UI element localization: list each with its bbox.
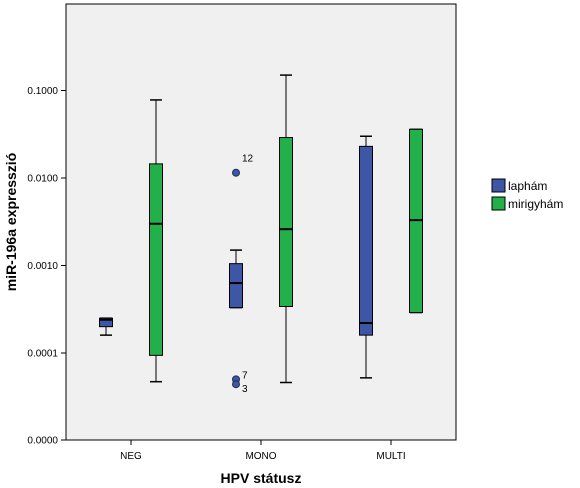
x-tick-label: MONO <box>245 451 276 462</box>
outlier-point <box>232 168 240 177</box>
outlier-label: 3 <box>242 384 248 395</box>
iqr-box <box>149 163 163 356</box>
iqr-box <box>359 145 373 336</box>
outlier-point <box>232 380 240 389</box>
box-multi-mirigyhám <box>409 128 423 314</box>
x-tick-label: MULTI <box>376 451 405 462</box>
legend: laphám mirigyhám <box>491 178 563 211</box>
box-neg-laphám <box>99 317 113 336</box>
box-neg-mirigyhám <box>149 99 163 383</box>
y-tick-label: 0.0000 <box>27 436 58 447</box>
iqr-box <box>229 263 243 309</box>
box-mono-mirigyhám <box>279 74 293 384</box>
iqr-box <box>279 137 293 307</box>
outlier-label: 7 <box>242 370 248 381</box>
legend-swatch <box>491 178 506 193</box>
y-tick-label: 0.1000 <box>27 86 58 97</box>
plot-background <box>65 3 457 441</box>
box-mono-laphám: 12 7 3 <box>229 154 254 395</box>
y-tick-label: 0.0010 <box>27 261 58 272</box>
x-tick-label: NEG <box>120 451 142 462</box>
legend-label: laphám <box>508 179 547 193</box>
y-axis-title: miR-196a expresszió <box>3 153 19 292</box>
y-axis-ticks: 0.0000 0.0001 0.0010 0.0100 0.1000 <box>27 86 66 447</box>
outlier-label: 12 <box>242 154 254 165</box>
x-axis-title: HPV státusz <box>221 470 302 486</box>
box-multi-laphám <box>359 135 373 379</box>
y-tick-label: 0.0100 <box>27 174 58 185</box>
legend-swatch <box>491 196 506 211</box>
x-axis-ticks: NEG MONO MULTI <box>120 440 406 462</box>
legend-label: mirigyhám <box>508 197 563 211</box>
y-tick-label: 0.0001 <box>27 349 58 360</box>
chart-marks: 12 7 3 <box>99 74 423 395</box>
iqr-box <box>99 317 113 328</box>
